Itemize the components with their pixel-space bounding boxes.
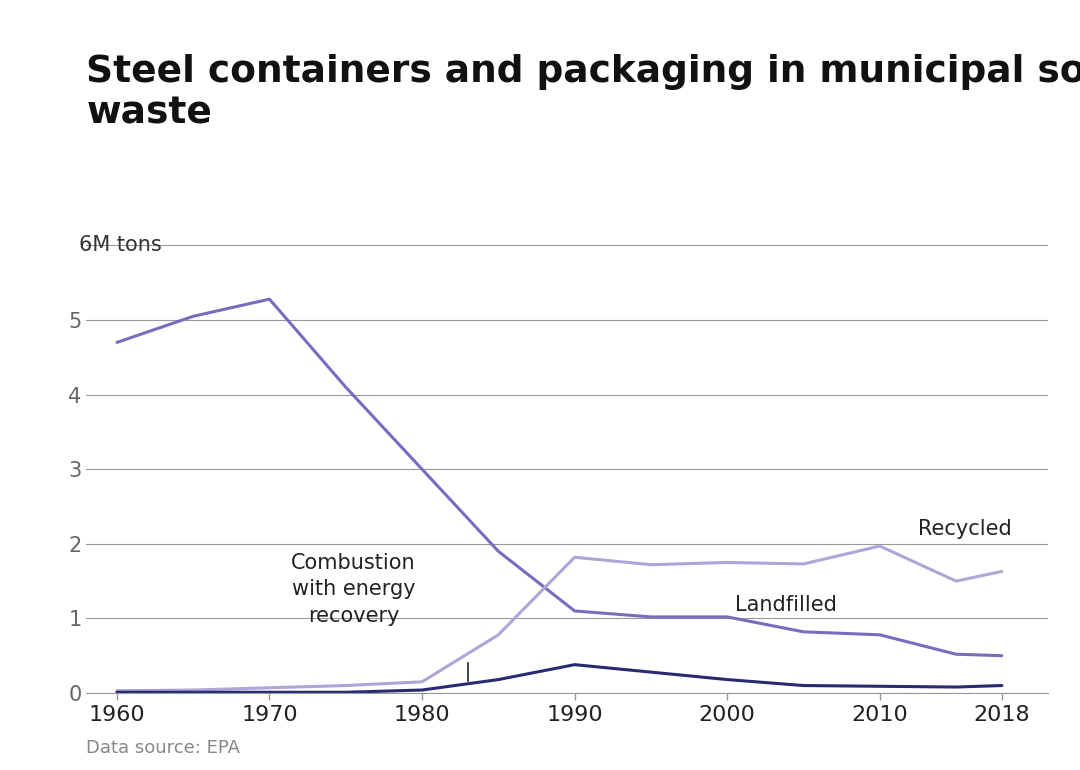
Text: Steel containers and packaging in municipal solid
waste: Steel containers and packaging in munici… [86, 54, 1080, 132]
Text: 6M tons: 6M tons [79, 236, 162, 256]
Text: Recycled: Recycled [918, 519, 1012, 539]
Text: Landfilled: Landfilled [734, 595, 837, 615]
Text: Combustion
with energy
recovery: Combustion with energy recovery [292, 553, 416, 626]
Text: Data source: EPA: Data source: EPA [86, 739, 241, 757]
